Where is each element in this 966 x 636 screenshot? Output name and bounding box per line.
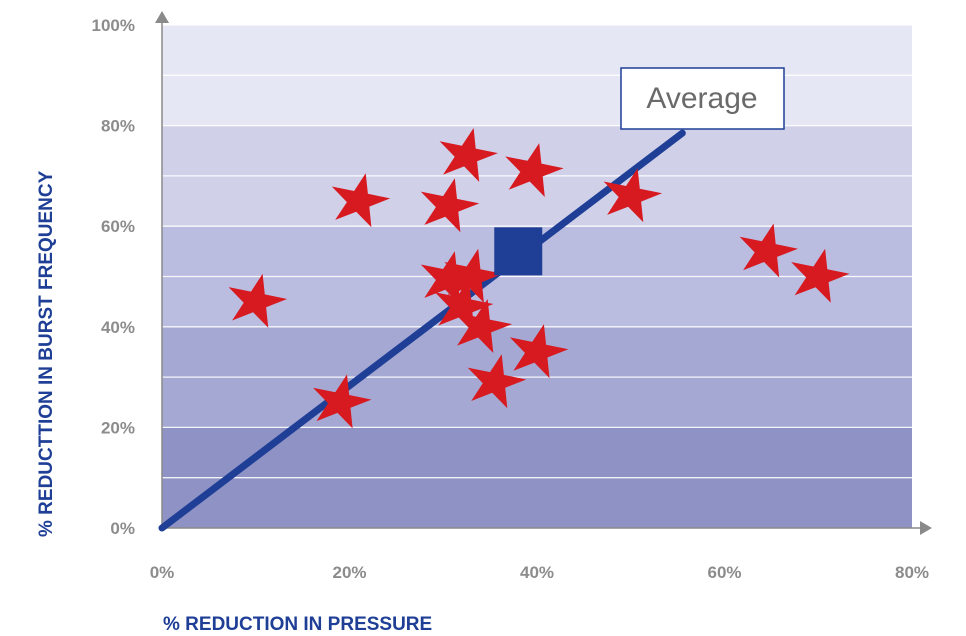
average-point-square [494, 227, 543, 276]
y-tick-label: 80% [101, 117, 135, 136]
y-tick-label: 20% [101, 418, 135, 437]
x-tick-label: 20% [332, 563, 366, 582]
annotation-box [620, 67, 785, 130]
x-axis-title: % REDUCTION IN PRESSURE [163, 614, 432, 635]
data-point-star [228, 273, 288, 328]
y-axis-title: % REDUCTTION IN BURST FREQUENCY [36, 170, 57, 537]
data-point-star [439, 128, 498, 182]
x-tick-label: 60% [707, 563, 741, 582]
annotation-label: Average [646, 82, 757, 115]
data-points [228, 128, 850, 429]
data-point-star [453, 299, 513, 353]
y-axis-arrow [155, 11, 169, 23]
data-point-star [603, 168, 663, 223]
y-tick-label: 40% [101, 318, 135, 337]
average-line [158, 129, 686, 532]
axes [155, 11, 932, 535]
data-point-star [313, 374, 372, 429]
data-point-star [509, 324, 569, 379]
average-line-group [158, 129, 686, 532]
x-axis-arrow [920, 521, 932, 535]
y-tick-label: 100% [92, 16, 135, 35]
data-point-star [434, 278, 494, 333]
data-point-star [467, 354, 527, 409]
data-point-star [420, 251, 480, 306]
tick-labels: 0% 20% 40% 60% 80% 0% 20% 40% 60% 80% 100% [92, 16, 930, 582]
x-tick-label: 40% [520, 563, 554, 582]
y-tick-label: 60% [101, 217, 135, 236]
data-point-star [505, 143, 564, 197]
data-point-star [420, 178, 480, 233]
y-tick-label: 0% [110, 519, 135, 538]
x-tick-label: 0% [150, 563, 175, 582]
data-point-star [331, 173, 391, 228]
data-point-star [739, 223, 798, 278]
data-point-star [791, 248, 850, 303]
average-annotation: Average [620, 67, 785, 130]
x-tick-label: 80% [895, 563, 929, 582]
average-point-group [494, 227, 543, 276]
data-point-star [444, 248, 503, 303]
